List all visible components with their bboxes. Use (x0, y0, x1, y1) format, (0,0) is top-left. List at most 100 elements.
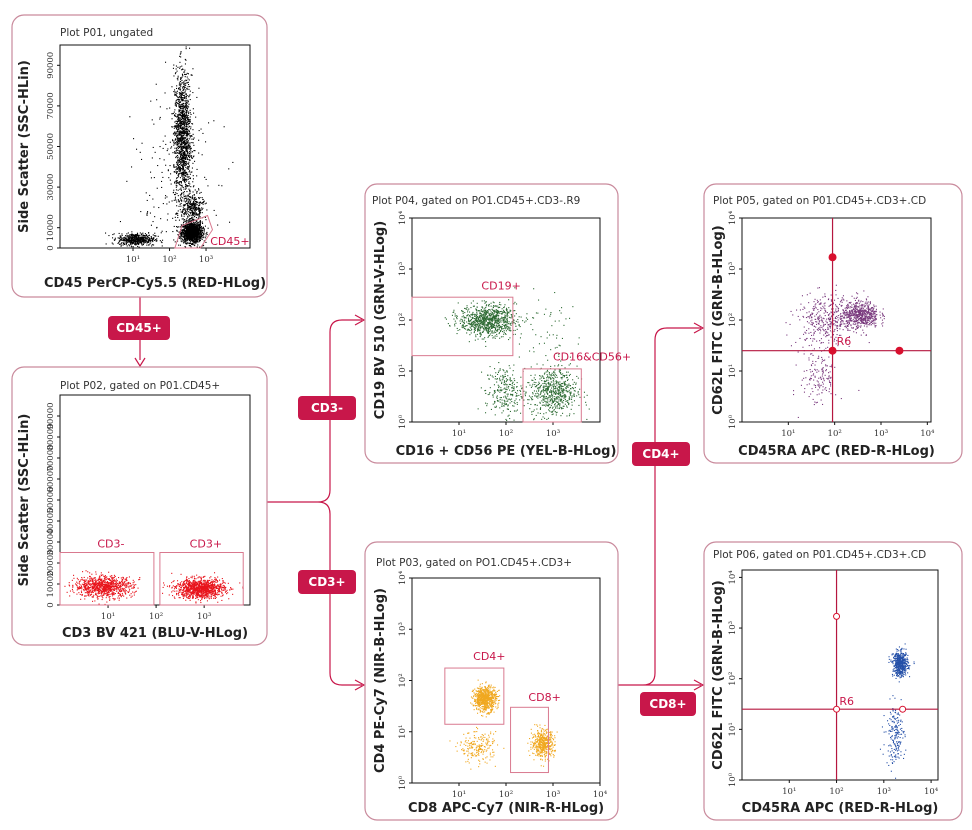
data-point (218, 588, 220, 590)
data-point (179, 97, 181, 99)
data-point (145, 239, 147, 241)
data-point (183, 232, 185, 234)
data-point (182, 116, 184, 118)
data-point (180, 132, 182, 134)
data-point (169, 165, 171, 167)
data-point (177, 134, 179, 136)
data-point (183, 132, 185, 134)
data-point (107, 578, 109, 580)
data-point (183, 581, 185, 583)
data-point (187, 194, 189, 196)
data-point (92, 600, 94, 602)
data-point (124, 589, 126, 591)
data-point (195, 198, 197, 200)
data-point (151, 237, 153, 239)
data-point (157, 165, 159, 167)
data-point (151, 238, 153, 240)
data-point (98, 579, 100, 581)
data-point (182, 92, 184, 94)
data-point (189, 223, 191, 225)
data-point (175, 186, 177, 188)
gate-cd45-[interactable]: CD45+ (174, 214, 250, 249)
data-point (97, 588, 99, 590)
data-point (184, 141, 186, 143)
data-point (181, 235, 183, 237)
data-point (178, 110, 180, 112)
y-tick-label: 90000 (46, 52, 56, 79)
data-point (174, 131, 176, 133)
data-point (119, 240, 121, 242)
data-point (192, 133, 194, 135)
data-point (180, 114, 182, 116)
data-point (173, 580, 175, 582)
data-point (199, 197, 201, 199)
data-point (188, 96, 190, 98)
data-point (176, 161, 178, 163)
data-point (185, 145, 187, 147)
data-point (189, 238, 191, 240)
data-point (94, 577, 96, 579)
data-point (188, 200, 190, 202)
data-point (184, 212, 186, 214)
data-point (112, 585, 114, 587)
data-point (178, 119, 180, 121)
data-point (178, 167, 180, 169)
data-point (144, 242, 146, 244)
data-point (205, 241, 207, 243)
data-point (110, 579, 112, 581)
data-point (200, 234, 202, 236)
data-point (189, 202, 191, 204)
data-point (118, 592, 120, 594)
data-point (196, 592, 198, 594)
data-point (183, 234, 185, 236)
plot-panel (11, 14, 268, 298)
data-point (181, 153, 183, 155)
data-point (186, 109, 188, 111)
data-point (186, 148, 188, 150)
data-point (188, 159, 190, 161)
data-point (210, 597, 212, 599)
data-point (189, 199, 191, 201)
data-point (175, 134, 177, 136)
data-point (185, 149, 187, 151)
data-point (184, 136, 186, 138)
gate-region[interactable] (174, 214, 214, 249)
data-point (126, 577, 128, 579)
data-point (89, 583, 91, 585)
data-point (195, 224, 197, 226)
data-point (175, 151, 177, 153)
data-point (186, 95, 188, 97)
data-point (177, 135, 179, 137)
data-point (109, 582, 111, 584)
data-point (179, 156, 181, 158)
data-point (173, 91, 175, 93)
data-point (197, 594, 199, 596)
data-point (195, 220, 197, 222)
data-point (176, 143, 178, 145)
data-point (176, 139, 178, 141)
data-point (184, 87, 186, 89)
data-point (64, 585, 66, 587)
data-point (131, 233, 133, 235)
data-point (223, 587, 225, 589)
data-point (185, 133, 187, 135)
data-point (168, 177, 170, 179)
data-point (176, 128, 178, 130)
data-point (178, 140, 180, 142)
data-point (168, 153, 170, 155)
data-point (186, 242, 188, 244)
data-point (112, 597, 114, 599)
data-point (193, 227, 195, 229)
data-point (98, 576, 100, 578)
data-point (178, 149, 180, 151)
data-point (200, 227, 202, 229)
data-point (191, 74, 193, 76)
data-point (190, 226, 192, 228)
data-point (197, 233, 199, 235)
data-point (189, 155, 191, 157)
data-point (193, 229, 195, 231)
data-point (176, 131, 178, 133)
data-point (184, 117, 186, 119)
data-point (125, 593, 127, 595)
data-point (113, 587, 115, 589)
